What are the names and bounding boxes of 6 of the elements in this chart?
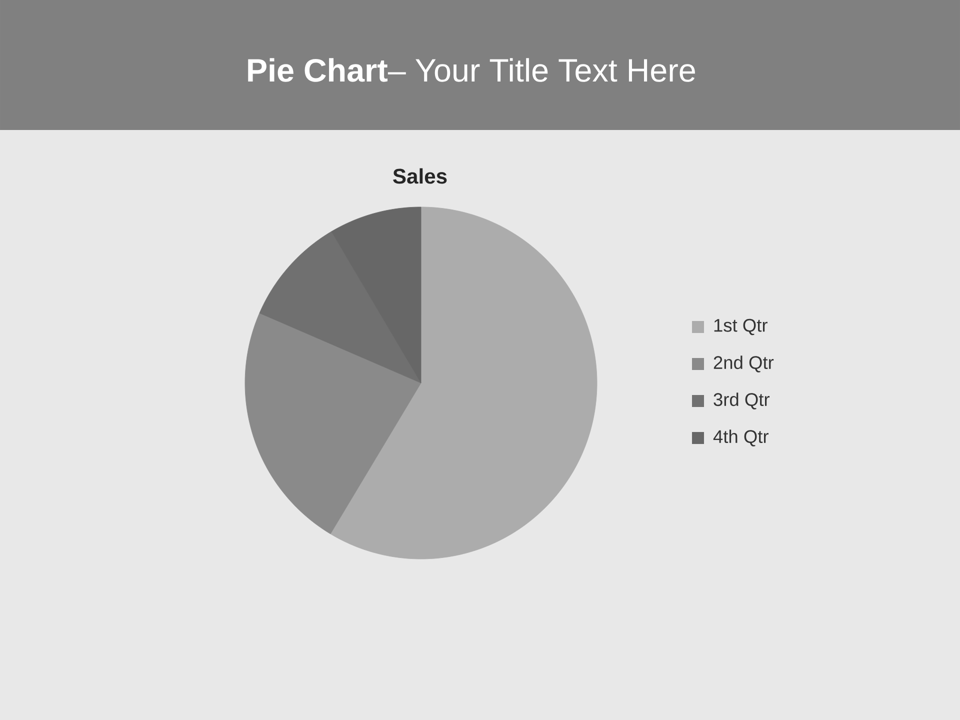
chart-subtitle: Sales [393,168,447,184]
legend-label: 2nd Qtr [714,356,774,372]
chart-title: Pie Chart– Your Title Text Here [248,58,695,82]
legend-label: 3rd Qtr [714,392,770,410]
legend-label: 4th Qtr [713,430,769,446]
legend-label: 1st Qtr [714,318,768,336]
